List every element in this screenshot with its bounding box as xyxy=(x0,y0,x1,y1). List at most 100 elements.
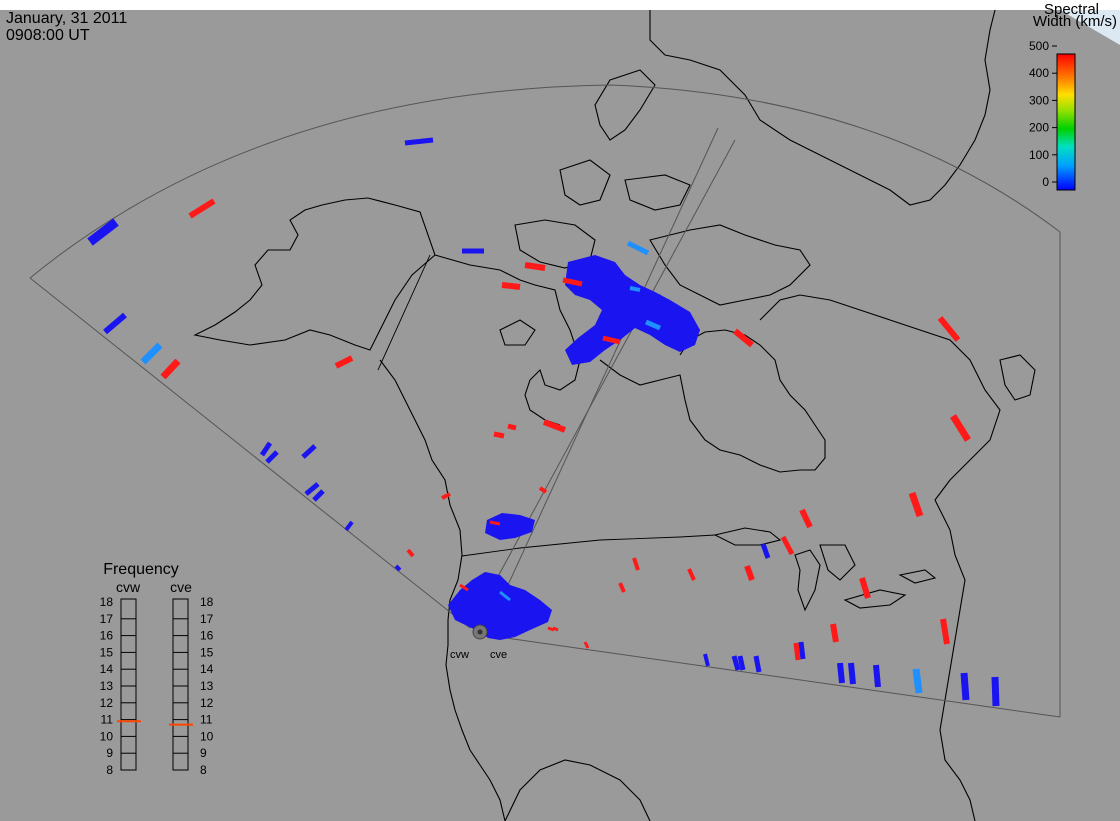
echo-cell xyxy=(602,335,621,345)
echo-cell xyxy=(937,316,961,342)
alaska-coast xyxy=(193,197,436,351)
echo-cluster xyxy=(565,255,700,365)
colorbar-tick-label: 500 xyxy=(1029,39,1049,53)
echo-cell xyxy=(908,491,924,518)
frequency-tick-label-cvw: 16 xyxy=(100,629,114,643)
echo-cell xyxy=(760,543,771,559)
echo-cell xyxy=(259,441,273,457)
colorbar-tick-label: 100 xyxy=(1029,148,1049,162)
echo-cell xyxy=(188,198,216,219)
scatter-echoes xyxy=(87,137,1000,707)
frequency-tick-label-cve: 14 xyxy=(200,662,214,676)
echo-cell xyxy=(489,520,501,526)
time-label: 0908:00 UT xyxy=(6,27,90,44)
echo-cluster xyxy=(448,572,552,640)
echo-cell xyxy=(912,668,923,694)
arctic-coast xyxy=(434,254,581,426)
echo-cell xyxy=(780,535,795,556)
frequency-tick-label-cve: 10 xyxy=(200,729,214,743)
echo-cell xyxy=(940,618,950,645)
frequency-tick-label-cve: 8 xyxy=(200,763,207,777)
echo-cell xyxy=(312,489,325,502)
echo-cell xyxy=(140,342,163,365)
echo-cell xyxy=(626,240,650,256)
frequency-tick-label-cvw: 11 xyxy=(101,713,114,727)
greenland xyxy=(649,9,996,206)
echo-cell xyxy=(703,653,710,667)
echo-cell xyxy=(538,486,548,494)
colorbar-tick-label: 0 xyxy=(1042,175,1049,189)
echo-cell xyxy=(960,672,970,701)
echo-cell xyxy=(798,641,806,660)
frequency-tick-label-cve: 13 xyxy=(200,679,214,693)
colorbar-tick-label: 400 xyxy=(1029,66,1049,80)
echo-cell xyxy=(848,662,856,685)
echo-cell xyxy=(687,568,696,581)
echo-cell xyxy=(753,655,762,673)
corner-blank xyxy=(1060,10,1120,45)
labrador-coast xyxy=(759,294,1001,501)
colorbar-tick-label: 300 xyxy=(1029,93,1049,107)
date-label: January, 31 2011 xyxy=(6,10,127,27)
fov-outer-arc xyxy=(29,84,1061,279)
radar-fov xyxy=(29,84,1061,718)
hudson-bay xyxy=(599,329,826,473)
echo-cell xyxy=(507,423,517,431)
echo-cluster xyxy=(485,513,535,540)
fov-beam-cve xyxy=(484,127,719,636)
frequency-tick-label-cvw: 9 xyxy=(106,746,113,760)
frequency-tick-label-cve: 16 xyxy=(200,629,214,643)
frequency-tick-label-cve: 17 xyxy=(200,612,214,626)
mexico-outline xyxy=(504,759,651,821)
echo-cell xyxy=(950,414,971,442)
frequency-tick-label-cvw: 12 xyxy=(100,696,114,710)
frequency-tick-label-cvw: 15 xyxy=(100,645,114,659)
echo-cell xyxy=(394,564,402,572)
echo-cell xyxy=(404,137,434,146)
echo-cell xyxy=(524,262,546,271)
echo-cell xyxy=(731,655,741,671)
frequency-scale-cvw xyxy=(120,598,137,771)
echo-cell xyxy=(645,319,661,331)
echo-cell xyxy=(793,642,801,661)
island-baffin xyxy=(649,224,811,306)
echo-cell xyxy=(629,286,641,292)
east-coast xyxy=(934,499,976,821)
frequency-tick-label-cve: 18 xyxy=(200,595,214,609)
colorbar-title-line1: Spectral xyxy=(1044,1,1099,18)
frequency-tick-label-cvw: 10 xyxy=(100,729,114,743)
frequency-col-cvw: cvw xyxy=(116,579,141,595)
echo-cell xyxy=(562,277,583,287)
lake-michigan-huron xyxy=(794,544,856,612)
frequency-tick-label-cvw: 8 xyxy=(106,763,113,777)
frequency-tick-label-cvw: 17 xyxy=(100,612,114,626)
echo-cell xyxy=(103,312,127,335)
frequency-tick-label-cve: 9 xyxy=(200,746,207,760)
map-background xyxy=(0,10,1120,821)
colorbar: Spectral Width (km/s) 500 400 300 200 100 0 xyxy=(1029,1,1117,191)
echo-cell xyxy=(441,492,451,500)
us-canada-border xyxy=(461,534,716,557)
island-small-1 xyxy=(499,319,536,346)
frequency-scales: 18 18 17 17 16 16 15 15 14 14 13 13 12 12 11 11 10 10 9 9 8 8 xyxy=(100,595,214,777)
echo-cell xyxy=(632,557,640,571)
echo-cell xyxy=(744,564,755,582)
frequency-tick-label-cvw: 13 xyxy=(100,679,114,693)
echo-cell xyxy=(160,358,181,380)
echo-cell xyxy=(406,548,415,558)
fov-west-edge xyxy=(29,277,471,629)
lake-superior xyxy=(713,527,782,546)
island-devon xyxy=(624,174,691,211)
radar-label-cve: cve xyxy=(490,649,507,661)
west-coast xyxy=(379,359,506,821)
echo-cell xyxy=(334,355,354,369)
frequency-title: Frequency xyxy=(103,561,179,578)
island-banks xyxy=(559,159,611,206)
frequency-tick-label-cve: 15 xyxy=(200,645,214,659)
echo-cell xyxy=(873,664,881,688)
frequency-col-cve: cve xyxy=(170,579,192,595)
island-ellesmere xyxy=(594,69,656,141)
echo-cell xyxy=(501,282,521,290)
radar-sites: cvw cve xyxy=(450,624,507,661)
echo-cell xyxy=(837,662,845,684)
